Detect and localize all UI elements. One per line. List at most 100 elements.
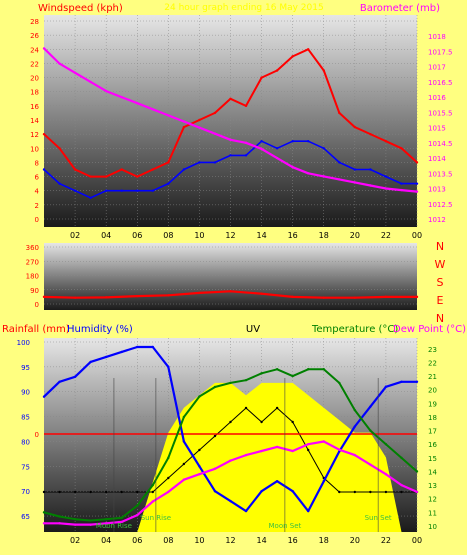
uv-axis-title: UV xyxy=(246,324,260,335)
humidity-temperature-panel: 0 65 70 75 80 85 90 95 100 10 11 12 13 14 15 16 17 18 19… xyxy=(17,338,437,545)
solar-line-point xyxy=(42,490,46,494)
dew-point-line-point xyxy=(42,522,46,525)
temperature-line-point xyxy=(104,517,108,521)
temperature-line-point xyxy=(58,515,61,518)
temperature-tick-label: 11 xyxy=(428,509,437,517)
humidity-tick-label: 65 xyxy=(21,513,30,521)
humidity-line-point xyxy=(260,489,263,493)
x-tick-label: 20 xyxy=(350,536,360,545)
wind-average-line-point xyxy=(182,168,186,171)
solar-line-point xyxy=(73,490,77,494)
temperature-line-point xyxy=(120,516,123,520)
wind-average-line-point xyxy=(291,140,294,143)
x-tick-label: 20 xyxy=(350,231,360,240)
barometer-line-point xyxy=(167,114,170,117)
humidity-line-point xyxy=(42,395,46,398)
temperature-line-point xyxy=(338,381,341,385)
wind-gust-line-point xyxy=(244,104,248,108)
direction-tick-label: 180 xyxy=(26,273,39,281)
windspeed-tick-label: 2 xyxy=(35,202,39,210)
solar-line-point xyxy=(167,476,170,480)
barometer-line-point xyxy=(73,71,77,74)
dew-point-line-point xyxy=(244,453,248,457)
humidity-line-point xyxy=(58,380,61,383)
solar-line-point xyxy=(400,490,403,494)
wind-gust-line-point xyxy=(291,55,294,58)
wind-direction-line-point xyxy=(260,292,263,295)
dew-point-line-point xyxy=(229,459,232,462)
windspeed-tick-label: 20 xyxy=(30,75,39,83)
temperature-line-point xyxy=(89,519,92,522)
humidity-line-point xyxy=(291,489,294,493)
barometer-tick-label: 1017.5 xyxy=(428,48,453,56)
wind-direction-line-point xyxy=(167,294,170,297)
barometer-tick-label: 1012 xyxy=(428,216,446,224)
humidity-axis-title: Humidity (%) xyxy=(67,324,133,335)
wind-gust-line-point xyxy=(104,175,108,178)
barometer-line-point xyxy=(307,172,310,175)
dew-point-line-point xyxy=(384,473,388,476)
wind-gust-line-point xyxy=(369,132,372,136)
wind-average-line-point xyxy=(167,182,170,185)
barometer-line-point xyxy=(42,47,46,50)
x-tick-label: 12 xyxy=(225,536,235,545)
temperature-line-point xyxy=(291,374,294,378)
wind-average-line-point xyxy=(369,168,372,171)
temperature-tick-label: 12 xyxy=(428,496,437,504)
temperature-line-point xyxy=(244,378,248,382)
x-tick-label: 00 xyxy=(412,536,422,545)
barometer-line-point xyxy=(136,102,139,105)
solar-line-point xyxy=(120,490,123,494)
humidity-line-point xyxy=(307,509,310,513)
temperature-tick-label: 22 xyxy=(428,359,437,367)
barometer-line-point xyxy=(198,126,201,129)
humidity-tick-label: 100 xyxy=(17,339,30,347)
barometer-line-point xyxy=(415,190,419,193)
x-tick-label: 14 xyxy=(256,231,266,240)
x-tick-label: 02 xyxy=(70,536,80,545)
wind-gust-line-point xyxy=(338,111,341,115)
barometer-tick-label: 1014.5 xyxy=(428,140,453,148)
dew-point-line-point xyxy=(73,523,77,526)
x-tick-label: 00 xyxy=(412,231,422,240)
solar-line-point xyxy=(307,448,310,452)
dew-point-line-point xyxy=(415,490,419,494)
wind-average-line-point xyxy=(307,140,310,143)
solar-line-point xyxy=(244,406,248,410)
event-label: Sun Set xyxy=(365,514,392,522)
rainfall-axis-title: Rainfall (mm) xyxy=(2,324,70,335)
solar-line-point xyxy=(260,420,263,424)
windspeed-tick-label: 28 xyxy=(30,18,39,26)
x-tick-label: 16 xyxy=(288,231,298,240)
x-tick-label: 22 xyxy=(381,536,391,545)
temperature-line-point xyxy=(42,511,46,514)
barometer-line-point xyxy=(260,147,263,151)
wind-average-line-point xyxy=(151,189,154,192)
barometer-line-point xyxy=(338,178,341,181)
temperature-line-point xyxy=(136,504,139,507)
solar-line-point xyxy=(58,490,61,494)
temperature-line-point xyxy=(167,456,170,460)
rainfall-tick-label: 0 xyxy=(35,431,39,439)
temperature-line-point xyxy=(260,372,263,375)
humidity-line-point xyxy=(384,385,388,388)
wind-direction-line-point xyxy=(384,295,388,299)
barometer-tick-label: 1013 xyxy=(428,186,446,194)
temperature-line-point xyxy=(307,368,310,371)
temperature-line-point xyxy=(384,443,388,446)
wind-direction-line-point xyxy=(291,295,294,299)
temperature-line-point xyxy=(198,395,201,398)
solar-line-point xyxy=(182,462,186,466)
direction-tick-label: 90 xyxy=(30,287,39,295)
wind-average-line-point xyxy=(353,168,357,171)
wind-average-line-point xyxy=(338,161,341,164)
humidity-line-point xyxy=(244,509,248,513)
barometer-line-point xyxy=(229,138,232,141)
temperature-tick-label: 13 xyxy=(428,482,437,490)
barometer-line-point xyxy=(182,120,186,123)
compass-label: N xyxy=(436,312,444,325)
x-tick-label: 12 xyxy=(225,231,235,240)
x-tick-label: 04 xyxy=(101,536,111,545)
wind-gust-line-point xyxy=(182,125,186,129)
wind-gust-line-point xyxy=(384,140,388,143)
